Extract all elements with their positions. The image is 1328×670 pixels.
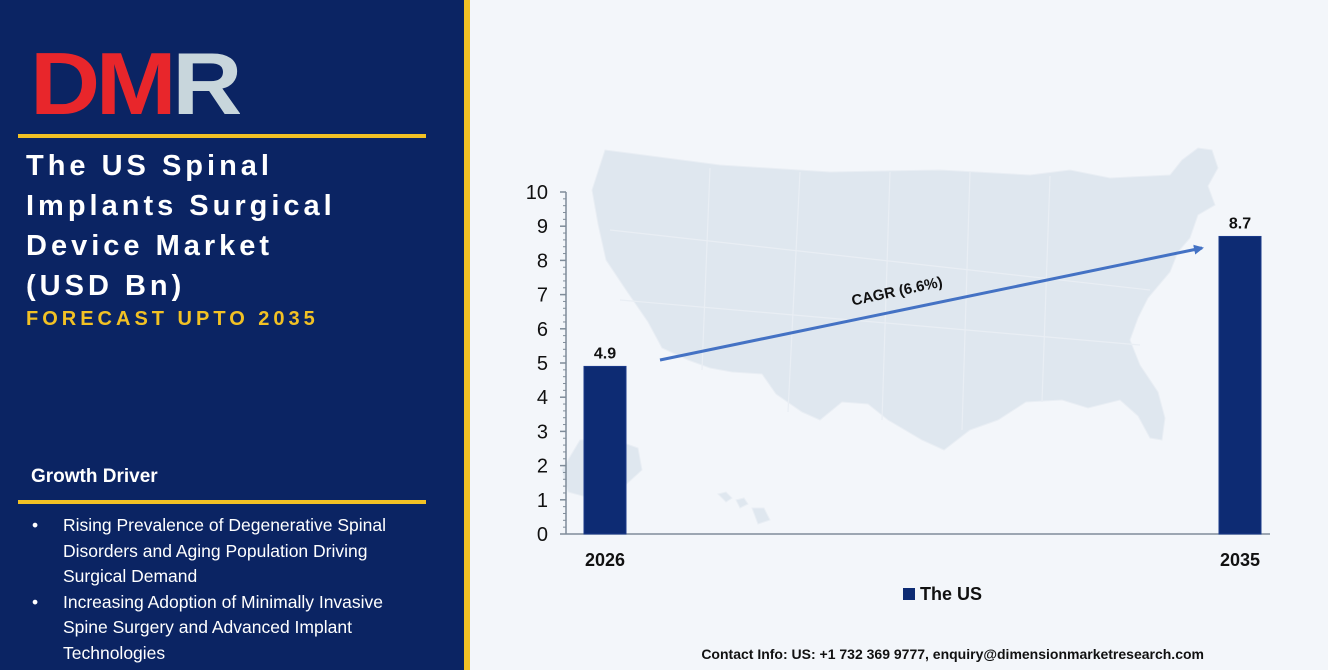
svg-text:DMR: DMR — [30, 40, 240, 120]
list-item: • Increasing Adoption of Minimally Invas… — [30, 590, 450, 667]
contact-info: Contact Info: US: +1 732 369 9777, enqui… — [701, 646, 1204, 662]
title-divider — [18, 134, 426, 138]
y-tick-label: 2 — [537, 456, 548, 478]
title-line: Implants Surgical — [26, 190, 336, 222]
driver-line: Increasing Adoption of Minimally Invasiv… — [63, 591, 384, 612]
title-line: The US Spinal — [26, 150, 273, 182]
map-state-lines — [609, 167, 1151, 431]
driver-line: Surgical Demand — [63, 566, 198, 586]
driver-line: Technologies — [63, 642, 166, 663]
legend: The US — [903, 584, 982, 604]
logo-letter-r: R — [172, 40, 240, 120]
y-tick-label: 4 — [537, 387, 548, 409]
y-tick-label: 6 — [537, 319, 548, 341]
driver-line: Rising Prevalence of Degenerative Spinal — [63, 515, 386, 535]
driver-line: Disorders and Aging Population Driving — [63, 540, 368, 561]
y-tick-label: 9 — [537, 216, 548, 238]
y-tick-label: 0 — [537, 524, 548, 546]
list-item: • Rising Prevalence of Degenerative Spin… — [30, 513, 450, 590]
y-tick-label: 10 — [526, 182, 548, 204]
cagr-arrow — [659, 244, 1204, 362]
title-line: Device Market — [26, 230, 274, 262]
growth-driver-heading: Growth Driver — [31, 466, 158, 487]
bullet-icon: • — [32, 515, 39, 535]
dmr-logo: DMR — [30, 40, 240, 120]
data-label: 4.9 — [594, 345, 616, 362]
y-tick-label: 5 — [537, 353, 548, 375]
bar-2035 — [1218, 235, 1262, 535]
accent-stripe — [464, 0, 470, 670]
x-tick-label: 2026 — [585, 550, 625, 570]
us-map-image — [561, 147, 1219, 525]
logo-letter-d: D — [30, 40, 96, 120]
forecast-subtitle: FORECAST UPTO 2035 — [26, 308, 319, 330]
y-tick-label: 8 — [537, 250, 548, 272]
data-label: 8.7 — [1229, 215, 1251, 232]
title-line: (USD Bn) — [26, 270, 186, 302]
left-panel: DMR The US Spinal Implants Surgical Devi… — [0, 0, 464, 670]
bars: 4.9 2026 8.7 2035 — [583, 215, 1262, 570]
driver-list: • Rising Prevalence of Degenerative Spin… — [30, 513, 450, 666]
legend-label: The US — [920, 584, 982, 604]
page-title: The US Spinal Implants Surgical Device M… — [26, 146, 456, 306]
y-tick-label: 1 — [537, 490, 548, 512]
driver-divider — [18, 500, 426, 504]
bar-2026 — [583, 365, 627, 535]
x-tick-label: 2035 — [1220, 550, 1260, 570]
logo-letter-m: M — [96, 40, 173, 120]
bullet-icon: • — [32, 591, 39, 612]
legend-swatch — [903, 588, 915, 600]
y-ticks: 0 1 2 3 4 5 6 7 8 9 10 — [526, 182, 566, 546]
driver-line: Spine Surgery and Advanced Implant — [63, 617, 352, 637]
y-tick-label: 3 — [537, 421, 548, 443]
y-tick-label: 7 — [537, 285, 548, 307]
